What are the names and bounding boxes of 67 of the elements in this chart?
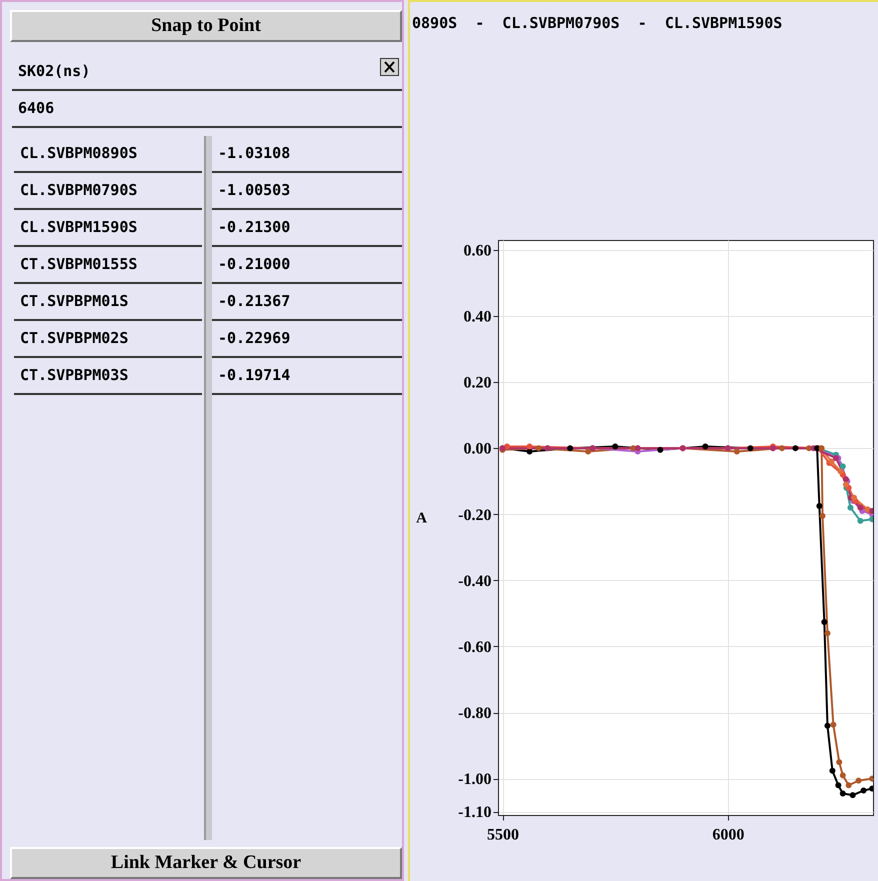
point [747, 445, 754, 452]
point [792, 445, 798, 452]
point [821, 619, 828, 626]
point [778, 445, 785, 452]
text: -0.22969 [212, 321, 402, 358]
text: -1.00503 [212, 173, 402, 210]
y-tick-label: -1.10 [458, 804, 492, 822]
text: Snap to Point [10, 10, 402, 42]
point [824, 630, 830, 636]
point [830, 722, 836, 728]
point [851, 494, 858, 501]
text: SK02(ns) [12, 54, 402, 91]
y-tick-label: -1.00 [458, 771, 492, 788]
point [536, 445, 542, 452]
point [850, 792, 856, 798]
point [838, 468, 844, 474]
text: CT.SVPBPM02S [14, 321, 202, 358]
text: -0.21367 [212, 284, 402, 321]
y-tick-label: 0.00 [464, 440, 492, 458]
point [860, 788, 867, 794]
x-tick-label: 5500 [487, 826, 520, 844]
text: CL.SVBPM0890S [14, 136, 202, 173]
y-tick-label: 0.20 [464, 374, 492, 392]
point [820, 512, 826, 519]
point [840, 772, 846, 778]
point [857, 518, 864, 524]
text: CT.SVPBPM03S [14, 358, 202, 395]
point [846, 782, 852, 788]
point [585, 448, 592, 454]
point [526, 448, 533, 454]
point [840, 463, 846, 470]
point [856, 778, 862, 784]
text: CT.SVPBPM01S [14, 284, 202, 321]
x-tick-label: 6000 [712, 826, 744, 844]
point [612, 444, 618, 450]
point [816, 503, 822, 510]
text: -0.21000 [212, 247, 402, 284]
point [857, 504, 864, 511]
point [840, 790, 846, 797]
y-axis-title: A [416, 510, 428, 526]
point [828, 458, 835, 464]
text: -0.21300 [212, 210, 402, 247]
y-tick-label: 0.60 [464, 242, 492, 260]
y-tick-label: -0.40 [458, 572, 492, 590]
point [657, 446, 664, 453]
point [702, 444, 708, 450]
text: 6406 [12, 91, 402, 128]
y-tick-label: -0.20 [458, 506, 492, 524]
point [842, 482, 849, 488]
point [526, 444, 533, 450]
y-tick-label: 0.40 [464, 308, 492, 326]
text: Link Marker & Cursor [10, 847, 402, 879]
text: CT.SVBPM0155S [14, 247, 202, 284]
text: CL.SVBPM0790S [14, 173, 202, 210]
point [829, 768, 836, 774]
y-tick-label: -0.80 [458, 705, 492, 722]
point [734, 448, 740, 454]
point [567, 445, 574, 452]
point [824, 722, 830, 729]
point [836, 759, 842, 766]
y-tick-label: -0.60 [458, 638, 492, 656]
point [847, 504, 854, 511]
text: CL.SVBPM1590S [14, 210, 202, 247]
text: -0.19714 [212, 358, 402, 395]
point [835, 782, 842, 788]
chart-title: 0890S - CL.SVBPM0790S - CL.SVBPM1590S [412, 14, 782, 32]
text: -1.03108 [212, 136, 402, 173]
